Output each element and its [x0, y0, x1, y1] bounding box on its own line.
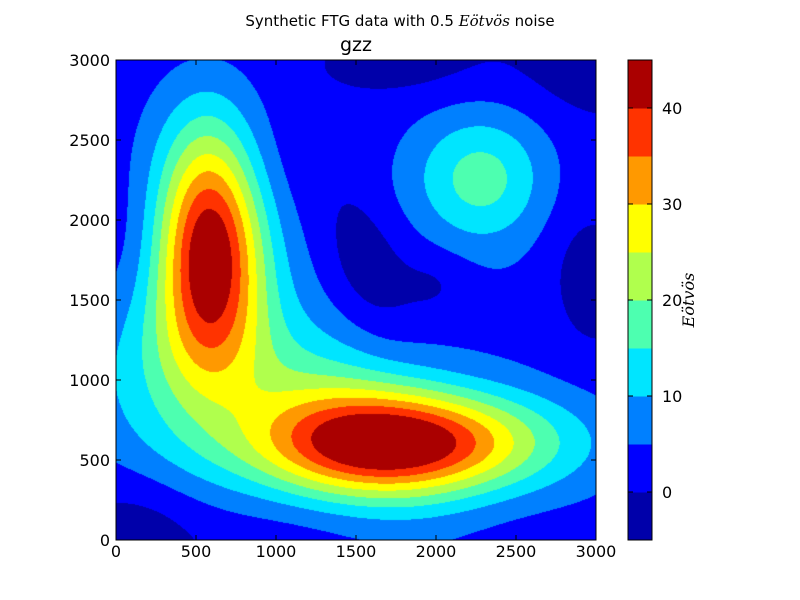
x-tick-label: 0 — [111, 542, 121, 561]
colorbar: 0 10 20 30 40 Eötvös — [627, 59, 698, 541]
colorbar-tick-label: 20 — [662, 291, 682, 310]
y-axis: 0 500 1000 1500 2000 2500 3000 — [69, 51, 596, 550]
colorbar-tick-label: 30 — [662, 195, 682, 214]
x-tick-label: 1500 — [336, 542, 377, 561]
suptitle-prefix: Synthetic FTG data with 0.5 — [245, 12, 458, 30]
colorbar-band — [628, 348, 652, 397]
y-tick-label: 3000 — [69, 51, 110, 70]
colorbar-band — [628, 300, 652, 349]
y-tick-label: 0 — [100, 531, 110, 550]
x-tick-label: 2000 — [416, 542, 457, 561]
colorbar-band — [628, 444, 652, 493]
plot-area: 0 500 1000 1500 2000 2500 3000 0 500 1000 1500 200… — [69, 51, 616, 561]
colorbar-bands — [628, 60, 652, 541]
colorbar-band — [628, 252, 652, 301]
y-tick-label: 2500 — [69, 131, 110, 150]
colorbar-band — [628, 60, 652, 109]
x-tick-label: 1000 — [256, 542, 297, 561]
x-tick-label: 2500 — [496, 542, 537, 561]
y-tick-label: 1000 — [69, 371, 110, 390]
y-tick-label: 500 — [79, 451, 110, 470]
colorbar-band — [628, 492, 652, 541]
suptitle-unit: Eötvös — [458, 12, 511, 30]
colorbar-tick-label: 40 — [662, 99, 682, 118]
colorbar-ticks: 0 10 20 30 40 — [628, 99, 682, 502]
x-tick-label: 500 — [181, 542, 212, 561]
suptitle: Synthetic FTG data with 0.5 Eötvös noise — [245, 12, 554, 30]
x-tick-label: 3000 — [576, 542, 617, 561]
colorbar-label: Eötvös — [679, 273, 698, 329]
suptitle-suffix: noise — [510, 12, 555, 30]
y-tick-label: 1500 — [69, 291, 110, 310]
contour-fill — [116, 60, 596, 540]
colorbar-band — [628, 396, 652, 445]
colorbar-tick-label: 10 — [662, 387, 682, 406]
colorbar-band — [628, 108, 652, 157]
colorbar-tick-label: 0 — [662, 483, 672, 502]
colorbar-band — [628, 156, 652, 205]
axes-title: gzz — [340, 34, 372, 56]
x-axis: 0 500 1000 1500 2000 2500 3000 — [111, 60, 616, 561]
y-tick-label: 2000 — [69, 211, 110, 230]
colorbar-band — [628, 204, 652, 253]
